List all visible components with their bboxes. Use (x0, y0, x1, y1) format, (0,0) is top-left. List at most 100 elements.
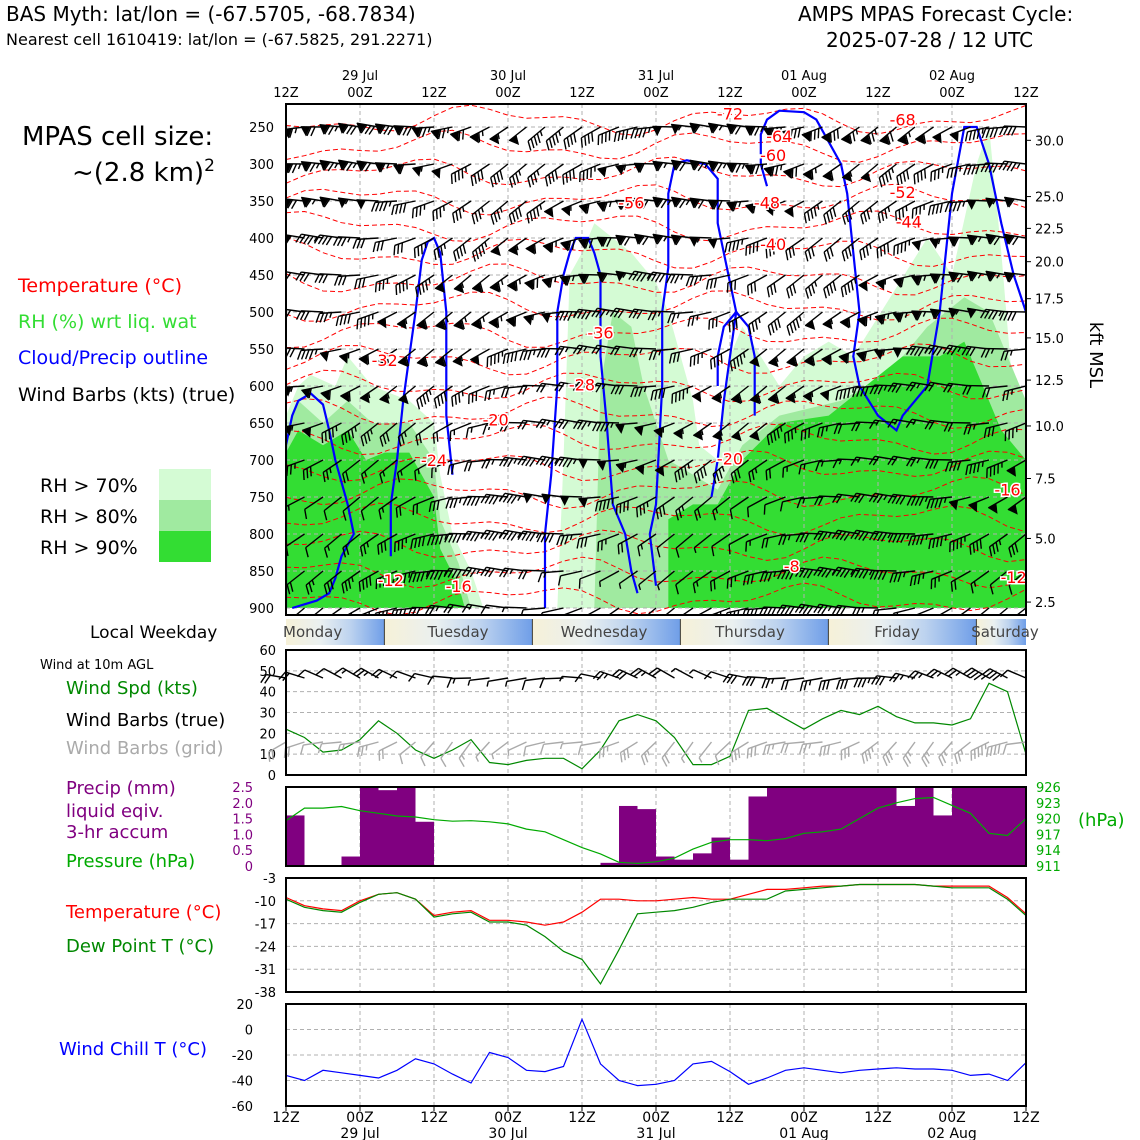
barb-full-feather (730, 675, 738, 685)
barb-full-feather (813, 129, 816, 140)
barb-full-feather (906, 496, 913, 506)
barb-full-feather (715, 471, 720, 482)
barb-full-feather (1004, 431, 1007, 442)
barb-full-feather (360, 436, 365, 447)
barb-full-feather (736, 240, 740, 250)
barb-full-feather (967, 165, 972, 175)
barb-full-feather (566, 458, 573, 468)
barb-half-feather (403, 608, 407, 615)
surface-wind-barb-grid (746, 741, 768, 759)
barb-half-feather (623, 164, 627, 171)
barb-full-feather (699, 468, 704, 479)
barb-full-feather (437, 396, 441, 407)
barb-full-feather (655, 509, 659, 520)
barb-half-feather (287, 505, 290, 511)
precip-panel-frame (285, 786, 1027, 867)
barb-full-feather (422, 394, 427, 405)
wind-barb (693, 533, 712, 554)
barb-full-feather (458, 208, 462, 219)
barb-full-feather (272, 617, 281, 627)
temperature-contour-label: -24 (421, 451, 447, 470)
barb-full-feather (609, 307, 617, 317)
barb-full-feather (356, 669, 365, 677)
barb-full-feather (415, 607, 421, 615)
bottom-time-label: 00Z (938, 1110, 965, 1126)
wind-barb (615, 496, 638, 515)
barb-full-feather (474, 496, 481, 506)
barb-flag (615, 423, 625, 434)
barb-flag (707, 122, 718, 134)
barb-full-feather (313, 234, 321, 244)
wind-barb (319, 159, 342, 172)
barb-full-feather (972, 542, 976, 553)
surface-wind-barb-true (260, 673, 287, 684)
barb-full-feather (562, 457, 569, 468)
barb-full-feather (440, 245, 444, 256)
barb-half-feather (699, 275, 703, 282)
barb-full-feather (811, 283, 816, 294)
barb-flag (707, 199, 718, 210)
barb-full-feather (776, 604, 783, 614)
barb-flag (561, 205, 571, 217)
barb-full-feather (891, 456, 898, 466)
barb-full-feather (997, 743, 1001, 754)
barb-full-feather (1012, 428, 1014, 439)
barb-full-feather (893, 572, 898, 583)
wind-barb (689, 122, 712, 134)
top-date-label: 30 Jul (490, 69, 526, 84)
barb-full-feather (432, 211, 435, 222)
barb-full-feather (334, 667, 344, 675)
barb-half-feather (504, 681, 508, 687)
barb-full-feather (391, 205, 395, 216)
barb-half-feather (741, 239, 744, 245)
barb-full-feather (963, 667, 973, 675)
wind-barb (535, 455, 564, 467)
barb-half-feather (670, 667, 676, 673)
barb-staff (1006, 741, 1027, 746)
barb-full-feather (859, 250, 863, 261)
wind-barb (831, 493, 860, 504)
barb-full-feather (947, 422, 954, 432)
barb-full-feather (810, 208, 814, 219)
barb-half-feather (382, 471, 386, 477)
barb-full-feather (772, 244, 775, 255)
barb-half-feather (663, 162, 668, 169)
barb-staff (921, 741, 935, 759)
barb-full-feather (512, 175, 517, 186)
barb-full-feather (382, 279, 385, 290)
barb-full-feather (877, 385, 884, 395)
barb-half-feather (907, 751, 912, 757)
wind-barb (777, 569, 805, 580)
barb-full-feather (750, 573, 755, 584)
barb-full-feather (416, 399, 421, 410)
barb-full-feather (946, 168, 950, 179)
barb-full-feather (818, 495, 824, 506)
barb-flag (541, 277, 552, 289)
barb-full-feather (984, 348, 991, 358)
barb-flag (615, 164, 625, 176)
barb-half-feather (1016, 426, 1018, 433)
barb-full-feather (737, 748, 741, 759)
barb-full-feather (761, 678, 767, 689)
wind-barb (691, 385, 712, 403)
barb-flag (802, 391, 813, 403)
barb-full-feather (626, 748, 630, 759)
barb-flag (634, 425, 644, 437)
barb-half-feather (290, 386, 294, 393)
barb-flag (524, 279, 534, 291)
barb-half-feather (507, 750, 510, 756)
surface-wind-barb-grid (762, 741, 786, 756)
barb-full-feather (618, 672, 628, 680)
barb-half-feather (420, 166, 423, 172)
barb-full-feather (405, 279, 408, 290)
barb-full-feather (342, 473, 346, 484)
barb-full-feather (734, 125, 742, 135)
barb-full-feather (260, 674, 267, 684)
barb-full-feather (788, 248, 792, 259)
barb-full-feather (289, 581, 294, 592)
barb-full-feather (833, 424, 839, 435)
barb-full-feather (586, 203, 590, 214)
barb-full-feather (850, 568, 857, 578)
barb-half-feather (855, 129, 859, 135)
